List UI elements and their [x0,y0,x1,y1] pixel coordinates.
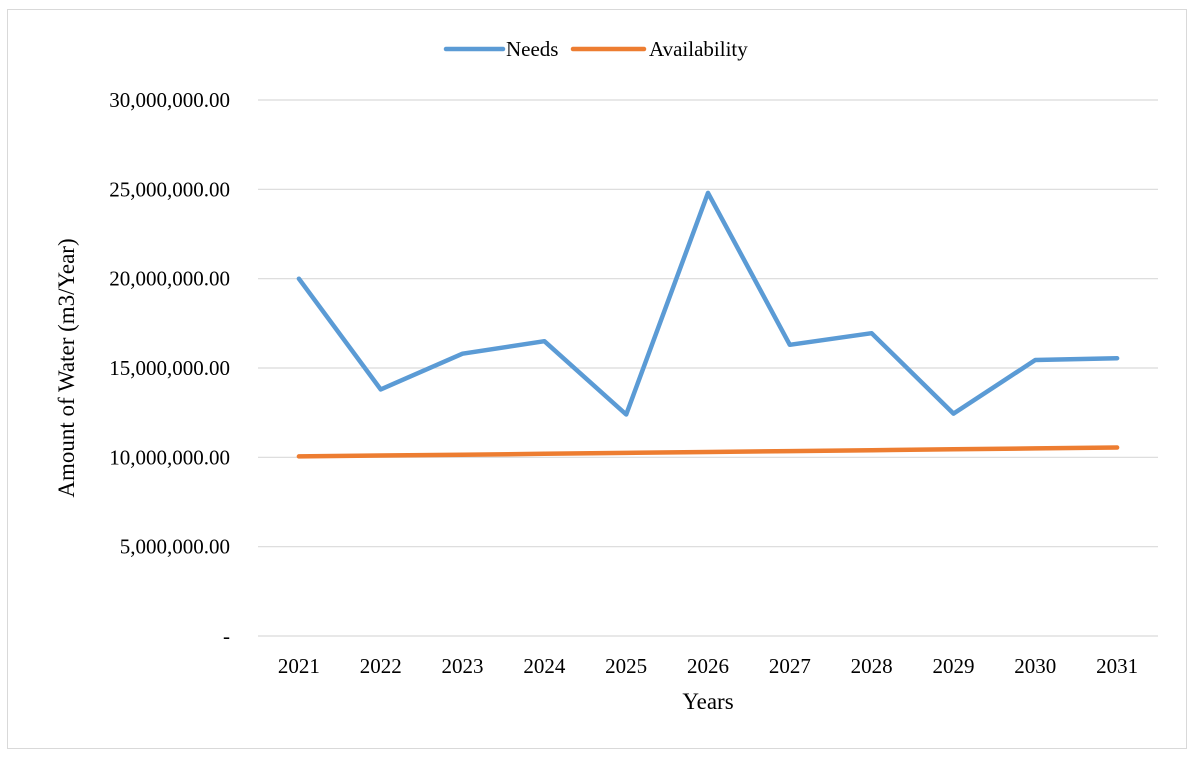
y-axis-tick-labels: - 5,000,000.00 10,000,000.00 15,000,000.00 2… [109,88,230,648]
gridlines [258,99,1158,637]
x-tick-label: 2023 [442,654,484,678]
x-tick-label: 2025 [605,654,647,678]
series-line-needs [296,190,1120,417]
x-tick-label: 2029 [932,654,974,678]
y-tick-label: 5,000,000.00 [120,535,230,559]
y-tick-label: 30,000,000.00 [109,88,230,112]
y-tick-label: 15,000,000.00 [109,356,230,380]
x-axis-tick-labels: 2021 2022 2023 2024 2025 2026 2027 2028 2029 2030… [278,654,1138,678]
series-lines [296,190,1120,459]
x-tick-label: 2030 [1014,654,1056,678]
y-axis-title: Amount of Water (m3/Year) [54,238,79,497]
x-tick-label: 2024 [523,654,566,678]
y-tick-label: 20,000,000.00 [109,267,230,291]
series-line-availability [296,445,1120,459]
x-tick-label: 2021 [278,654,320,678]
legend-label-availability: Availability [649,37,748,61]
x-tick-label: 2027 [769,654,811,678]
chart-area [7,9,1187,749]
x-tick-label: 2031 [1096,654,1138,678]
legend-label-needs: Needs [506,37,558,61]
y-tick-label: 25,000,000.00 [109,177,230,201]
x-tick-label: 2022 [360,654,402,678]
x-tick-label: 2028 [851,654,893,678]
legend: Needs Availability [443,37,748,61]
y-tick-label: 10,000,000.00 [109,445,230,469]
x-axis-title: Years [682,689,733,714]
y-tick-label: - [223,624,230,648]
x-tick-label: 2026 [687,654,729,678]
